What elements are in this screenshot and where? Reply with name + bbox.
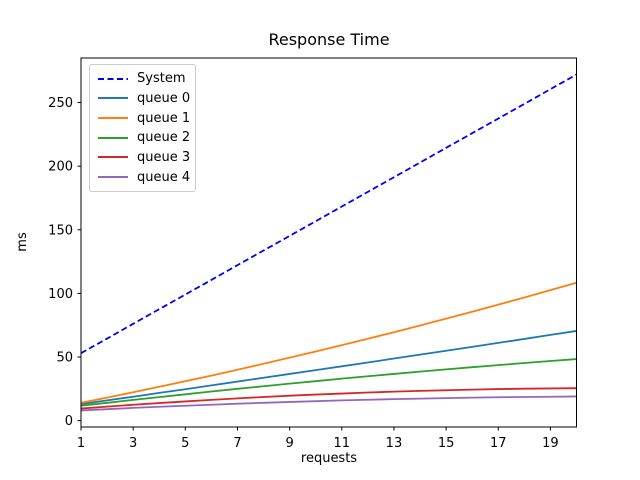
legend-label-system: System [137,71,186,87]
y-tick-label: 100 [48,287,73,302]
legend-label-queue-0: queue 0 [137,90,191,106]
legend-item-queue-3: queue 3 [96,148,191,166]
legend-line-sample-queue-3 [98,156,128,159]
series-line-queue-0 [80,330,577,405]
y-tick-label: 200 [48,160,73,175]
legend-item-queue-1: queue 1 [96,109,191,127]
x-tick-label: 7 [233,436,241,451]
x-tick-label: 15 [438,436,455,451]
series-line-queue-3 [80,387,577,410]
legend-item-queue-0: queue 0 [96,89,191,107]
series-line-queue-2 [80,358,577,407]
legend-item-system: System [96,70,189,88]
legend-label-queue-2: queue 2 [137,130,191,146]
legend: System queue 0 queue 1 queue 2 queue 3 q… [89,64,196,192]
chart-title: Response Time [268,30,390,49]
x-tick-label: 9 [285,436,293,451]
legend-line-sample-queue-1 [98,117,128,120]
series-line-queue-4 [80,395,577,412]
x-tick-label: 19 [542,436,559,451]
series-line-queue-1 [80,281,577,404]
legend-item-queue-4: queue 4 [96,168,191,186]
y-tick-label: 150 [48,223,73,238]
legend-item-queue-2: queue 2 [96,129,191,147]
x-tick-label: 1 [77,436,85,451]
legend-line-sample-queue-0 [98,97,128,100]
x-tick-label: 11 [334,436,351,451]
legend-label-queue-1: queue 1 [137,110,191,126]
legend-label-queue-4: queue 4 [137,169,191,185]
y-axis-label: ms [15,232,30,252]
x-tick-label: 13 [386,436,403,451]
legend-line-sample-queue-2 [98,136,128,139]
y-tick-label: 0 [65,414,73,429]
series-line-system [80,73,577,354]
legend-line-sample-queue-4 [98,176,128,179]
x-axis-label: requests [300,451,358,466]
legend-label-queue-3: queue 3 [137,149,191,165]
y-tick-label: 50 [56,351,73,366]
x-tick-label: 3 [129,436,137,451]
x-tick-label: 5 [181,436,189,451]
legend-line-sample-system [98,77,128,80]
x-tick-label: 17 [490,436,507,451]
y-tick-label: 250 [48,96,73,111]
